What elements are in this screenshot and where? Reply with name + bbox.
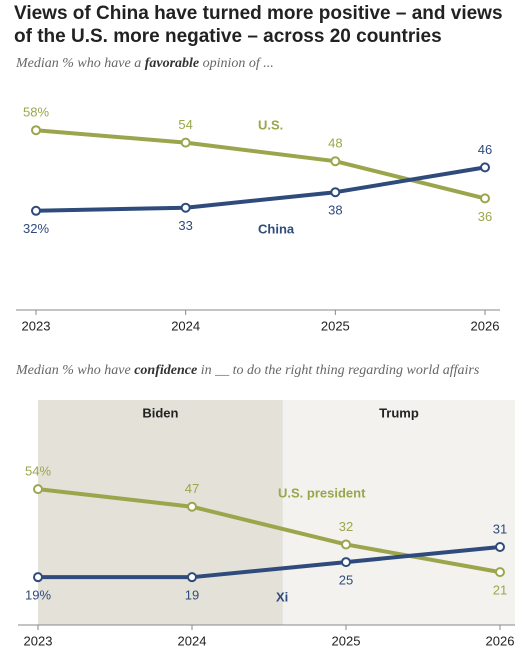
data-point (180, 202, 191, 213)
subtitle-emphasis: favorable (144, 56, 200, 71)
data-label: 19% (25, 588, 51, 603)
data-label: 32% (23, 221, 49, 236)
series-label: U.S. president (278, 485, 366, 500)
data-point (31, 205, 41, 216)
data-point (187, 501, 197, 512)
period-label: Trump (379, 405, 419, 420)
data-label: 54% (25, 464, 51, 479)
data-label: 21 (493, 583, 507, 598)
data-point (341, 539, 351, 550)
x-tick-label: 2025 (332, 633, 361, 648)
data-label: 48 (328, 136, 342, 151)
x-tick-label: 2023 (22, 318, 51, 333)
series-label: Xi (276, 589, 288, 604)
data-label: 33 (178, 218, 192, 233)
data-label: 46 (478, 142, 492, 157)
data-label: 32 (339, 519, 353, 534)
data-point (31, 125, 41, 136)
subtitle-part: in __ to do the right thing regarding wo… (197, 363, 480, 378)
data-point (180, 137, 191, 148)
subtitle-part: Median % who have a (16, 56, 145, 71)
x-tick-label: 2026 (486, 633, 515, 648)
x-tick-label: 2024 (171, 318, 200, 333)
data-label: 25 (339, 573, 353, 588)
data-point (33, 572, 43, 583)
data-label: 36 (478, 209, 492, 224)
x-tick-label: 2023 (24, 633, 53, 648)
data-point (330, 187, 341, 198)
series-line (37, 487, 501, 575)
period-shade (38, 400, 283, 625)
period-shade (282, 400, 515, 625)
data-point (187, 572, 197, 583)
series-line (35, 165, 486, 213)
series-label: U.S. (258, 117, 283, 132)
period-label: Biden (142, 405, 178, 420)
data-point (495, 541, 505, 552)
data-label: 19 (185, 588, 199, 603)
subtitle-emphasis: confidence (134, 363, 198, 378)
data-label: 31 (493, 521, 507, 536)
series-line (35, 128, 486, 201)
data-point (33, 484, 43, 495)
data-point (330, 156, 341, 167)
subtitle-part: opinion of ... (199, 56, 274, 71)
data-label: 47 (185, 481, 199, 496)
data-point (495, 567, 505, 578)
subtitle: Median % who have a favorable opinion of… (16, 56, 496, 72)
subtitle: Median % who have confidence in __ to do… (16, 363, 486, 379)
data-label: 58% (23, 105, 49, 120)
data-label: 38 (328, 203, 342, 218)
series-label: China (258, 221, 295, 236)
series-line (38, 544, 501, 580)
x-tick-label: 2025 (321, 318, 350, 333)
data-point (480, 162, 490, 173)
data-label: 54 (178, 117, 192, 132)
x-tick-label: 2026 (471, 318, 500, 333)
chart-title: Views of China have turned more positive… (14, 3, 503, 47)
data-point (341, 557, 351, 568)
x-tick-label: 2024 (178, 633, 207, 648)
data-point (480, 193, 490, 204)
subtitle-part: Median % who have (16, 363, 135, 378)
